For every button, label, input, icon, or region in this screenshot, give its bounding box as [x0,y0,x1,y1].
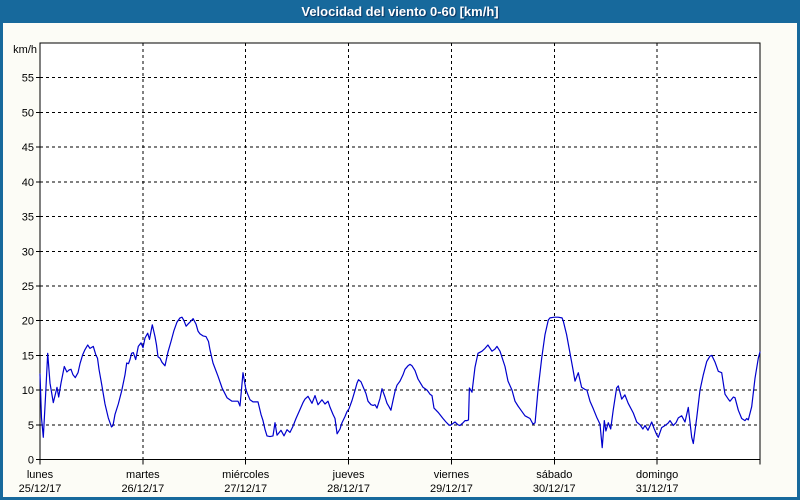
x-day-name-label: domingo [636,469,678,481]
x-day-date-label: 27/12/17 [224,483,267,495]
y-tick-label: 30 [22,246,34,258]
y-axis-unit-label: km/h [13,44,37,56]
x-day-date-label: 26/12/17 [121,483,164,495]
y-tick-label: 40 [22,177,34,189]
y-tick-label: 5 [28,420,34,432]
x-day-name-label: sábado [536,469,572,481]
x-day-name-label: viernes [434,469,470,481]
x-day-date-label: 25/12/17 [19,483,62,495]
title-bar: Velocidad del viento 0-60 [km/h] [0,0,800,23]
y-tick-label: 20 [22,316,34,328]
x-day-name-label: lunes [27,469,54,481]
y-tick-label: 45 [22,142,34,154]
y-tick-label: 35 [22,212,34,224]
x-day-name-label: miércoles [222,469,270,481]
y-tick-label: 50 [22,107,34,119]
wind-speed-line [39,316,761,449]
x-day-date-label: 28/12/17 [327,483,370,495]
x-day-name-label: martes [126,469,160,481]
chart-area: 0 5 10 15 20 25 30 35 40 45 50 55 km/h lunes 25/12/17 m… [3,23,797,497]
x-day-date-label: 29/12/17 [430,483,473,495]
window-title: Velocidad del viento 0-60 [km/h] [301,4,499,19]
x-day-date-label: 30/12/17 [533,483,576,495]
chart-svg: 0 5 10 15 20 25 30 35 40 45 50 55 km/h lunes 25/12/17 m… [13,42,761,495]
x-day-name-label: jueves [332,469,365,481]
y-tick-label: 25 [22,281,34,293]
y-tick-label: 10 [22,385,34,397]
y-tick-label: 15 [22,350,34,362]
y-tick-label: 55 [22,73,34,85]
y-tick-label: 0 [28,455,34,467]
x-day-date-label: 31/12/17 [636,483,679,495]
